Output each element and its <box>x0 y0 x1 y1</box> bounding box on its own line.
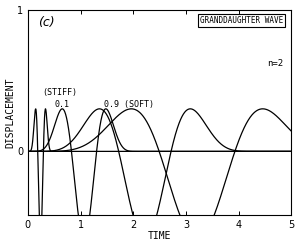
Y-axis label: DISPLACEMENT: DISPLACEMENT <box>6 77 16 148</box>
Text: n=2: n=2 <box>267 59 284 68</box>
Text: (c): (c) <box>38 16 55 29</box>
Text: 0.1: 0.1 <box>54 100 69 109</box>
Text: 0.9 (SOFT): 0.9 (SOFT) <box>104 100 154 109</box>
Text: GRANDDAUGHTER WAVE: GRANDDAUGHTER WAVE <box>200 16 284 25</box>
X-axis label: TIME: TIME <box>148 231 171 242</box>
Text: (STIFF): (STIFF) <box>43 88 78 98</box>
